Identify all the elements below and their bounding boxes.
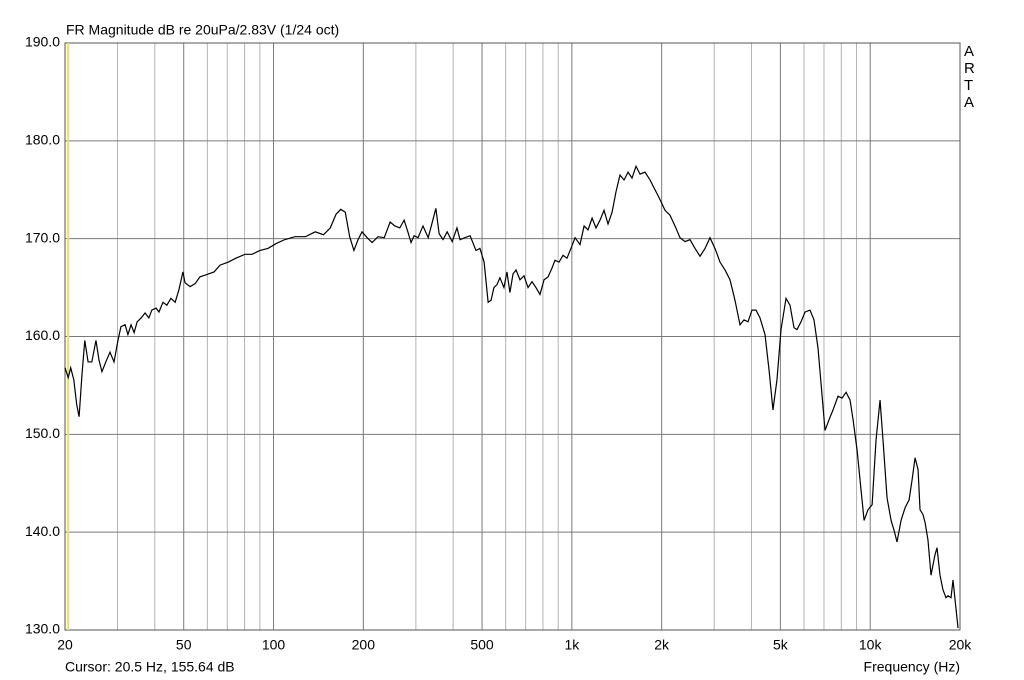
x-axis-label: Frequency (Hz) xyxy=(864,659,960,675)
brand-label: ARTA xyxy=(964,43,975,111)
y-tick-label: 140.0 xyxy=(25,523,60,539)
cursor-readout: Cursor: 20.5 Hz, 155.64 dB xyxy=(65,659,235,675)
x-tick-label: 20k xyxy=(949,637,973,653)
response-curve xyxy=(64,164,959,629)
x-tick-label: 20 xyxy=(57,637,73,653)
x-tick-label: 2k xyxy=(654,637,670,653)
y-tick-label: 190.0 xyxy=(25,34,60,50)
y-tick-label: 160.0 xyxy=(25,327,60,343)
y-tick-label: 170.0 xyxy=(25,229,60,245)
x-tick-label: 500 xyxy=(470,637,494,653)
x-tick-label: 10k xyxy=(859,637,883,653)
plot-frame xyxy=(64,42,961,631)
chart-title: FR Magnitude dB re 20uPa/2.83V (1/24 oct… xyxy=(66,22,339,38)
x-tick-label: 100 xyxy=(262,637,286,653)
x-tick-label: 50 xyxy=(176,637,192,653)
x-tick-label: 1k xyxy=(564,637,580,653)
y-tick-label: 130.0 xyxy=(25,621,60,637)
x-tick-label: 5k xyxy=(773,637,789,653)
y-tick-label: 180.0 xyxy=(25,132,60,148)
y-tick-label: 150.0 xyxy=(25,425,60,441)
x-tick-label: 200 xyxy=(352,637,376,653)
